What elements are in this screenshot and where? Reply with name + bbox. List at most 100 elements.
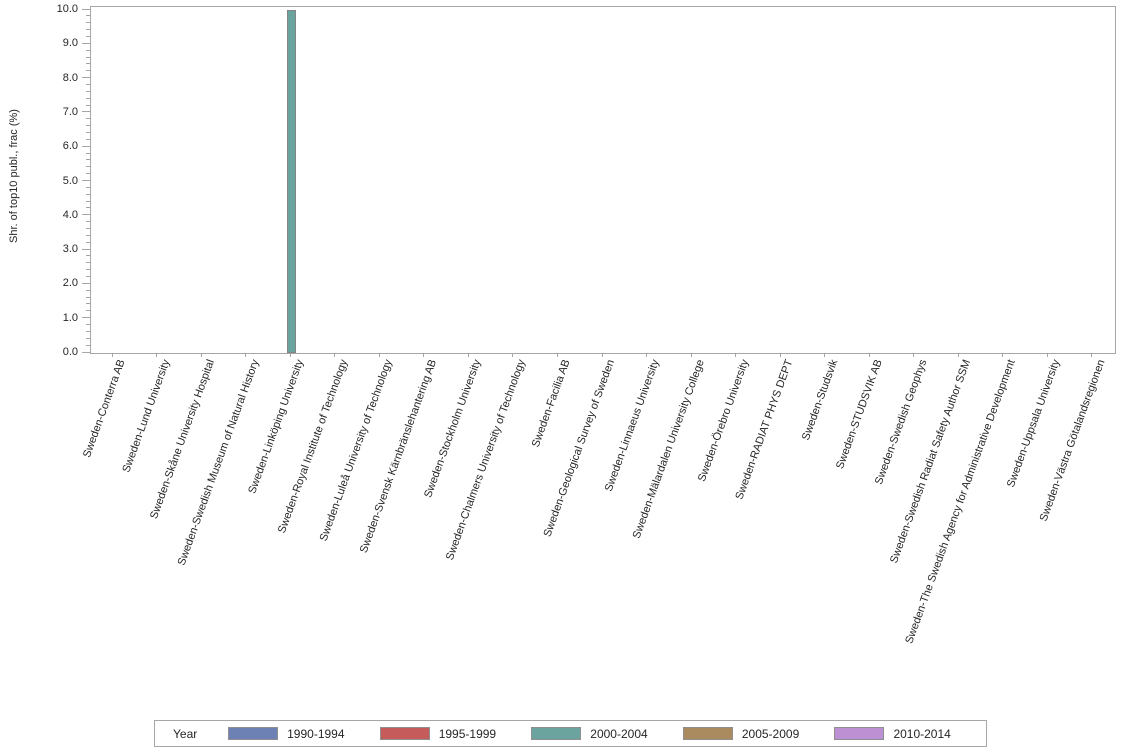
x-category-label: Sweden-Conterra AB <box>80 358 128 460</box>
y-minor-tick <box>86 29 90 31</box>
y-minor-tick <box>86 207 90 209</box>
x-category-label: Sweden-STUDSVIK AB <box>833 358 885 471</box>
y-axis-ticks <box>82 6 90 353</box>
y-tick-label: 7.0 <box>62 105 78 118</box>
y-major-tick <box>82 111 90 113</box>
x-tick <box>1091 353 1093 357</box>
x-category-label: Sweden-Örebro University <box>695 358 751 484</box>
x-tick <box>423 353 425 357</box>
x-category-label: Sweden-Swedish Geophys <box>872 358 929 487</box>
y-minor-tick <box>86 159 90 161</box>
y-minor-tick <box>86 241 90 243</box>
y-tick-label: 4.0 <box>62 208 78 221</box>
y-major-tick <box>82 77 90 79</box>
y-minor-tick <box>86 262 90 264</box>
legend: Year 1990-1994 1995-1999 2000-2004 2005-200… <box>154 720 987 747</box>
y-minor-tick <box>86 97 90 99</box>
x-tick <box>868 353 870 357</box>
legend-swatch <box>531 727 582 740</box>
x-tick <box>824 353 826 357</box>
y-major-tick <box>82 214 90 216</box>
y-tick-label: 10.0 <box>56 3 78 15</box>
x-tick <box>1002 353 1004 357</box>
x-tick <box>156 353 158 357</box>
y-major-tick <box>82 145 90 147</box>
y-tick-label: 8.0 <box>62 71 78 84</box>
x-category-label: Sweden-Facilia AB <box>529 358 573 449</box>
y-minor-tick <box>86 15 90 17</box>
x-category-label: Sweden-Swedish Museum of Natural History <box>175 358 262 568</box>
x-tick <box>957 353 959 357</box>
legend-title: Year <box>173 726 198 741</box>
y-tick-label: 9.0 <box>62 37 78 50</box>
x-tick <box>111 353 113 357</box>
x-tick <box>467 353 469 357</box>
y-minor-tick <box>86 63 90 65</box>
x-axis-category-labels: Sweden-Conterra AB Sweden-Lund University… <box>81 358 1114 708</box>
x-tick <box>646 353 648 357</box>
bar <box>286 10 296 353</box>
x-axis-ticks <box>90 353 1114 358</box>
x-tick <box>779 353 781 357</box>
x-category-label: Sweden-Svensk Kärnbränslehantering AB <box>357 358 440 555</box>
y-minor-tick <box>86 35 90 37</box>
y-minor-tick <box>86 131 90 133</box>
legend-label: 1995-1999 <box>438 726 497 741</box>
y-minor-tick <box>86 70 90 72</box>
y-minor-tick <box>86 296 90 298</box>
x-tick <box>913 353 915 357</box>
x-tick <box>601 353 603 357</box>
legend-item: 2000-2004 <box>531 727 683 741</box>
x-tick <box>245 353 247 357</box>
x-category-label: Sweden-Lund University <box>120 358 173 475</box>
y-minor-tick <box>86 276 90 278</box>
x-tick <box>378 353 380 357</box>
y-minor-tick <box>86 49 90 51</box>
bars-layer <box>91 7 1115 353</box>
y-axis-tick-labels: 0.0 1.0 2.0 3.0 4.0 5.0 6.0 7.0 8.0 9.0 10.0 <box>0 3 78 358</box>
y-tick-label: 0.0 <box>62 346 78 358</box>
y-tick-label: 6.0 <box>62 140 78 153</box>
y-minor-tick <box>86 200 90 202</box>
y-major-tick <box>82 248 90 250</box>
legend-label: 2005-2009 <box>741 726 800 741</box>
y-minor-tick <box>86 118 90 120</box>
y-minor-tick <box>86 138 90 140</box>
y-minor-tick <box>86 228 90 230</box>
y-major-tick <box>82 351 90 353</box>
y-minor-tick <box>86 193 90 195</box>
y-minor-tick <box>86 289 90 291</box>
x-tick <box>556 353 558 357</box>
y-tick-label: 5.0 <box>62 174 78 187</box>
x-tick <box>200 353 202 357</box>
y-minor-tick <box>86 104 90 106</box>
y-major-tick <box>82 180 90 181</box>
x-tick <box>334 353 336 357</box>
x-tick <box>1046 353 1048 357</box>
y-minor-tick <box>86 90 90 92</box>
y-minor-tick <box>86 152 90 154</box>
y-major-tick <box>82 42 90 44</box>
y-minor-tick <box>86 83 90 85</box>
plot-area <box>90 6 1116 354</box>
y-tick-label: 1.0 <box>62 311 78 324</box>
y-tick-label: 2.0 <box>62 277 78 290</box>
y-major-tick <box>82 317 90 319</box>
legend-label: 2000-2004 <box>590 726 648 741</box>
y-minor-tick <box>86 337 90 339</box>
y-minor-tick <box>86 269 90 271</box>
y-minor-tick <box>86 234 90 236</box>
legend-item: 2010-2014 <box>834 727 986 741</box>
x-tick <box>289 353 291 357</box>
y-tick-label: 3.0 <box>62 243 78 256</box>
y-minor-tick <box>86 303 90 305</box>
legend-swatch <box>834 727 885 740</box>
y-minor-tick <box>86 166 90 168</box>
y-minor-tick <box>86 255 90 257</box>
y-minor-tick <box>86 173 90 175</box>
y-minor-tick <box>86 330 90 332</box>
legend-item: 2005-2009 <box>682 726 835 741</box>
y-major-tick <box>82 282 90 284</box>
x-category-label: Sweden-Chalmers University of Technology <box>444 358 529 562</box>
legend-item: 1995-1999 <box>379 726 532 741</box>
